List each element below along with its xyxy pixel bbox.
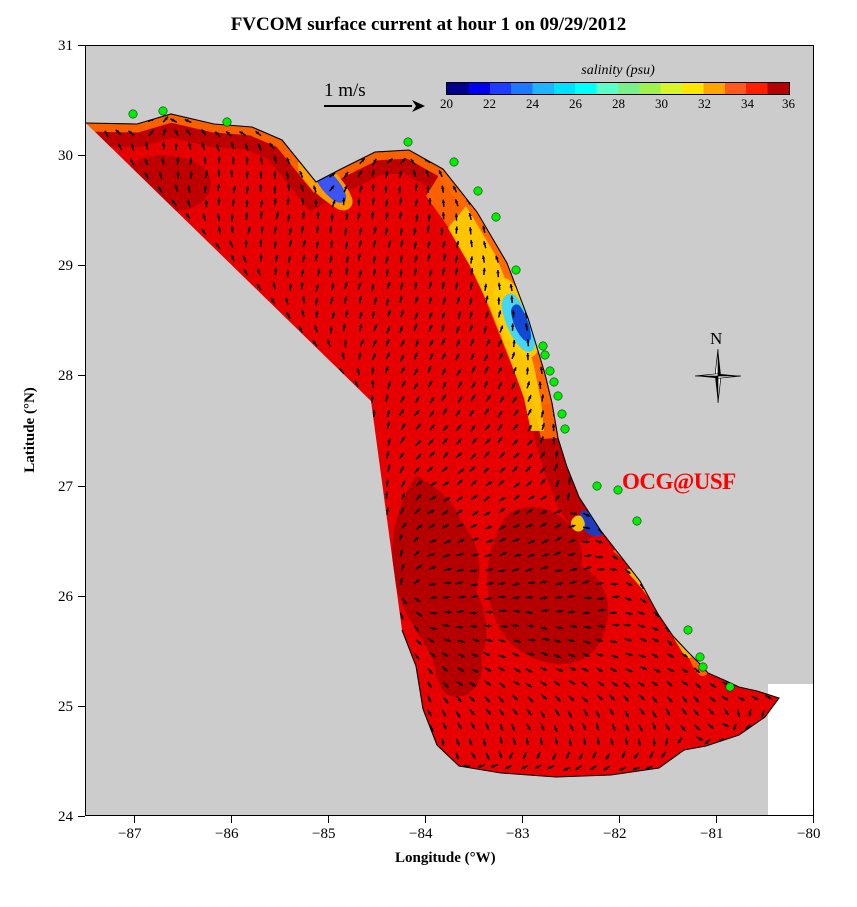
svg-text:1 m/s: 1 m/s: [324, 80, 366, 101]
svg-text:N: N: [710, 329, 722, 348]
